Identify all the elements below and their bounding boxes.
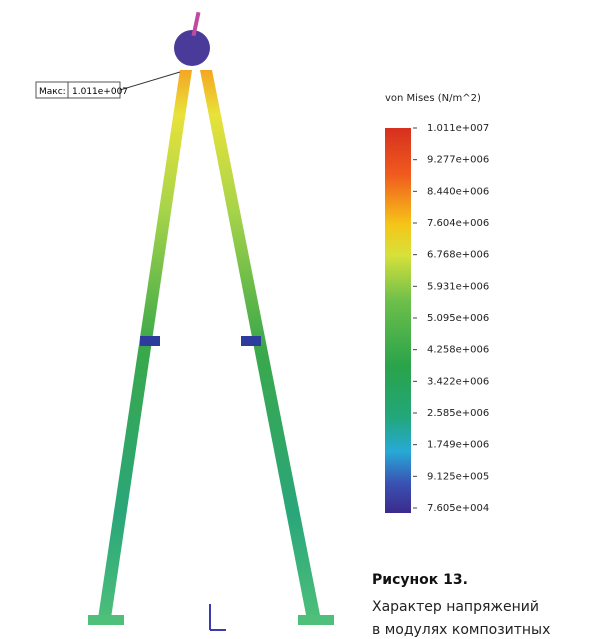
max-prefix: Макс:: [39, 87, 66, 97]
legend-tick-label: 8.440e+006: [427, 186, 489, 197]
legend-tick-label: 7.605e+004: [427, 503, 489, 514]
foot: [298, 615, 334, 625]
figure: Макс: 1.011e+007 von Mises (N/m^2) 1.011…: [0, 0, 609, 639]
legend-tick-label: 1.749e+006: [427, 440, 489, 451]
legend-tick-label: 9.125e+005: [427, 471, 489, 482]
legend-tick-label: 5.095e+006: [427, 313, 489, 324]
caption-title: Рисунок 13.: [372, 572, 468, 588]
legend-title: von Mises (N/m^2): [385, 93, 481, 104]
legend-tick-label: 1.011e+007: [427, 123, 489, 134]
joint: [140, 336, 160, 346]
legend-tick-label: 2.585e+006: [427, 408, 489, 419]
max-value: 1.011e+007: [72, 87, 128, 97]
legend-tick-label: 4.258e+006: [427, 345, 489, 356]
caption-line: в модулях композитных: [372, 622, 550, 638]
legend-tick-label: 7.604e+006: [427, 218, 489, 229]
leader-line: [120, 72, 180, 90]
foot: [88, 615, 124, 625]
tripod-model: [88, 12, 334, 630]
colorbar: [385, 128, 411, 513]
right-leg: [200, 70, 322, 625]
legend-tick-label: 3.422e+006: [427, 376, 489, 387]
joint: [241, 336, 261, 346]
legend-tick-label: 5.931e+006: [427, 281, 489, 292]
legend-tick-label: 6.768e+006: [427, 250, 489, 261]
legend-ticks: 1.011e+007 9.277e+006 8.440e+006 7.604e+006…: [413, 123, 489, 514]
left-leg: [97, 70, 192, 625]
caption-line: Характер напряжений: [372, 599, 539, 615]
legend-tick-label: 9.277e+006: [427, 155, 489, 166]
